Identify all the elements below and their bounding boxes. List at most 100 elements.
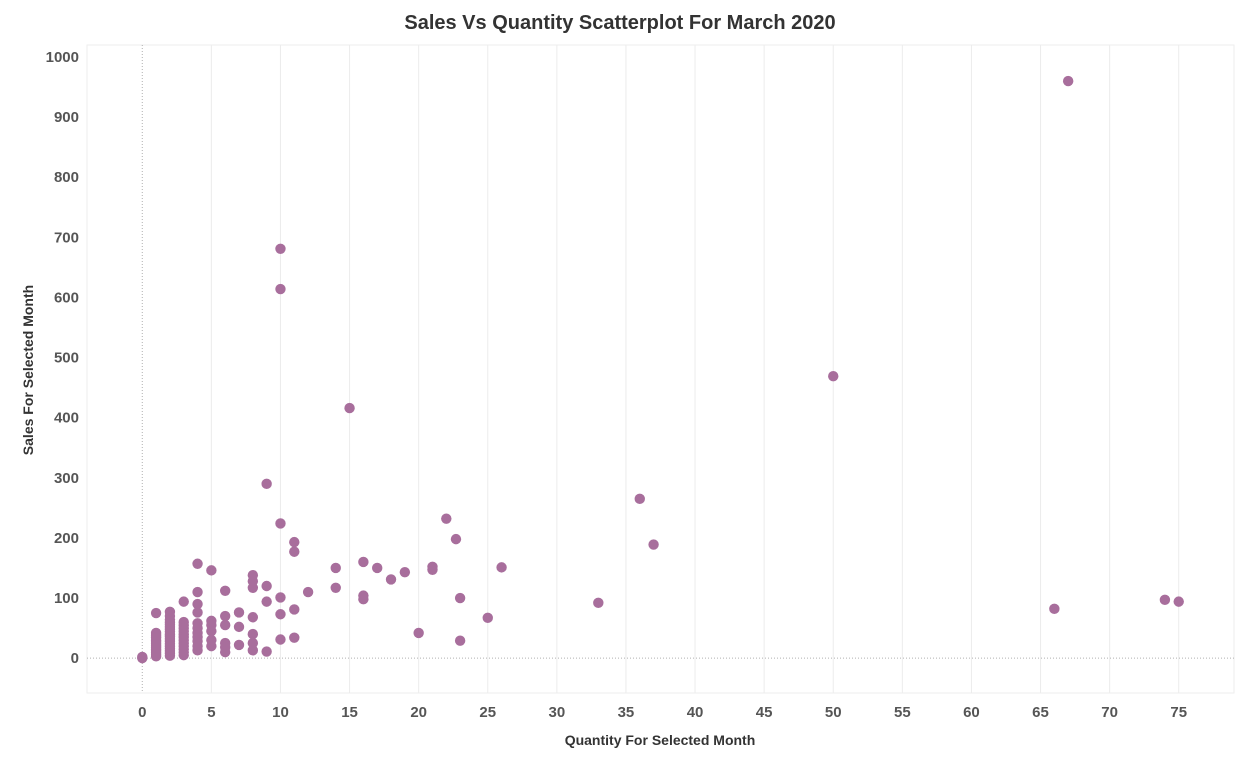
data-point bbox=[178, 649, 189, 661]
x-tick-label: 50 bbox=[825, 704, 842, 721]
grid-layer bbox=[86, 44, 1235, 694]
data-point bbox=[275, 592, 286, 603]
data-point bbox=[233, 607, 245, 618]
data-point bbox=[450, 533, 462, 545]
y-tick-label: 0 bbox=[71, 650, 79, 667]
x-tick-label: 0 bbox=[138, 704, 146, 721]
data-point bbox=[358, 594, 369, 605]
data-point bbox=[385, 574, 397, 585]
x-tick-label: 35 bbox=[618, 704, 635, 721]
data-point bbox=[648, 539, 659, 550]
y-tick-label: 700 bbox=[54, 229, 79, 246]
data-point bbox=[206, 640, 217, 652]
data-point bbox=[206, 565, 217, 576]
y-tick-label: 300 bbox=[54, 470, 79, 487]
x-tick-label: 65 bbox=[1032, 704, 1049, 721]
y-tick-label: 200 bbox=[54, 530, 79, 547]
x-tick-label: 10 bbox=[272, 704, 289, 721]
data-point bbox=[496, 562, 507, 573]
data-point bbox=[1173, 596, 1184, 607]
data-point bbox=[454, 592, 466, 604]
data-point bbox=[192, 598, 203, 610]
y-tick-label: 900 bbox=[54, 109, 79, 126]
x-tick-label: 60 bbox=[963, 704, 980, 721]
data-point bbox=[247, 645, 259, 656]
data-point bbox=[330, 582, 341, 594]
x-tick-label: 45 bbox=[756, 704, 773, 721]
chart-title: Sales Vs Quantity Scatterplot For March … bbox=[404, 12, 836, 34]
data-point bbox=[302, 586, 314, 598]
data-point bbox=[233, 621, 245, 633]
data-point bbox=[1049, 603, 1060, 615]
x-tick-label: 15 bbox=[341, 704, 358, 721]
data-point bbox=[275, 283, 286, 295]
data-point bbox=[634, 493, 645, 505]
data-point bbox=[247, 637, 259, 649]
x-tick-label: 55 bbox=[894, 704, 911, 721]
plot-area bbox=[86, 44, 1235, 694]
data-point bbox=[441, 513, 452, 524]
axis-layer: 0 5 10 15 20 25 30 35 40 45 50 55 60 65 70 75 0 100 200 300… bbox=[46, 49, 1187, 721]
x-tick-label: 25 bbox=[479, 704, 496, 721]
data-point bbox=[330, 562, 341, 574]
data-point bbox=[247, 582, 259, 594]
data-point bbox=[219, 646, 231, 658]
data-point bbox=[344, 402, 355, 414]
data-point bbox=[192, 607, 203, 618]
data-point bbox=[192, 586, 203, 598]
points-layer bbox=[137, 75, 1184, 664]
y-tick-label: 600 bbox=[54, 289, 79, 306]
y-axis-title: Sales For Selected Month bbox=[20, 285, 36, 455]
data-point bbox=[275, 243, 286, 254]
data-point bbox=[192, 558, 203, 569]
y-tick-label: 1000 bbox=[46, 49, 79, 66]
data-point bbox=[219, 610, 231, 622]
data-point bbox=[178, 596, 189, 607]
data-point bbox=[1062, 75, 1074, 87]
data-point bbox=[275, 518, 286, 529]
data-point bbox=[275, 609, 286, 620]
data-point bbox=[261, 478, 272, 490]
data-point bbox=[219, 585, 231, 597]
x-tick-label: 40 bbox=[687, 704, 704, 721]
data-point bbox=[482, 612, 493, 624]
data-point bbox=[399, 566, 411, 578]
y-tick-label: 500 bbox=[54, 350, 79, 367]
y-tick-label: 400 bbox=[54, 410, 79, 427]
data-point bbox=[261, 580, 272, 592]
data-point bbox=[247, 628, 259, 640]
data-point bbox=[275, 634, 286, 645]
x-tick-label: 70 bbox=[1101, 704, 1118, 721]
data-point bbox=[289, 546, 300, 557]
data-point bbox=[233, 639, 245, 651]
data-point bbox=[247, 612, 259, 623]
data-point bbox=[219, 619, 231, 631]
data-point bbox=[150, 607, 162, 619]
data-point bbox=[164, 650, 176, 661]
data-point bbox=[1159, 594, 1171, 606]
data-point bbox=[206, 625, 217, 637]
data-point bbox=[289, 604, 300, 615]
data-point bbox=[192, 645, 203, 656]
x-axis-title: Quantity For Selected Month bbox=[565, 732, 756, 748]
data-point bbox=[372, 562, 383, 574]
data-point bbox=[427, 564, 438, 575]
x-tick-label: 20 bbox=[410, 704, 427, 721]
data-point bbox=[454, 635, 466, 646]
data-point bbox=[261, 596, 272, 607]
data-point bbox=[358, 556, 369, 568]
data-point bbox=[593, 597, 604, 609]
data-point bbox=[289, 536, 300, 548]
x-tick-label: 75 bbox=[1170, 704, 1187, 721]
data-point bbox=[137, 651, 148, 663]
data-point bbox=[413, 627, 424, 639]
y-tick-label: 800 bbox=[54, 169, 79, 186]
data-point bbox=[150, 651, 162, 662]
data-point bbox=[828, 371, 839, 382]
data-point bbox=[261, 646, 272, 657]
data-point bbox=[289, 632, 300, 643]
y-tick-label: 100 bbox=[54, 590, 79, 607]
x-tick-label: 5 bbox=[207, 704, 215, 721]
x-tick-label: 30 bbox=[549, 704, 566, 721]
